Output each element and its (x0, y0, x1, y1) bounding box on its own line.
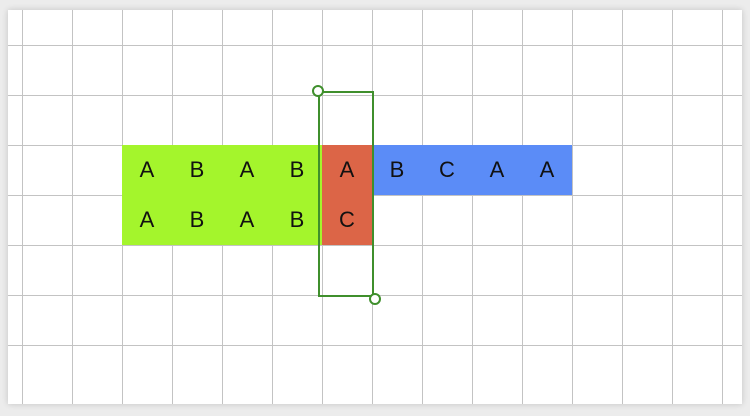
text-cell-4: B (272, 145, 322, 195)
resize-handle-top-left[interactable] (312, 85, 324, 97)
grid-line-vertical (472, 10, 473, 404)
text-cell-6: B (372, 145, 422, 195)
text-cell-2: B (172, 145, 222, 195)
grid-line-vertical (672, 10, 673, 404)
resize-handle-bottom-right[interactable] (369, 293, 381, 305)
text-cell-5: A (322, 145, 372, 195)
pattern-cell-3: A (222, 195, 272, 245)
pattern-cell-2: B (172, 195, 222, 245)
grid-line-horizontal (8, 245, 742, 246)
selection-box[interactable] (318, 91, 374, 297)
text-cell-9: A (522, 145, 572, 195)
grid-line-horizontal (8, 345, 742, 346)
text-cell-8: A (472, 145, 522, 195)
grid-line-horizontal (8, 45, 742, 46)
pattern-cell-5: C (322, 195, 372, 245)
grid-line-vertical (572, 10, 573, 404)
pattern-cell-4: B (272, 195, 322, 245)
grid-canvas: A B A B A B C A A A B A B C (8, 10, 742, 404)
text-cell-3: A (222, 145, 272, 195)
text-cell-7: C (422, 145, 472, 195)
text-cell-1: A (122, 145, 172, 195)
pattern-cell-1: A (122, 195, 172, 245)
grid-line-vertical (22, 10, 23, 404)
grid-line-vertical (622, 10, 623, 404)
grid-line-vertical (722, 10, 723, 404)
grid-line-vertical (72, 10, 73, 404)
grid-line-horizontal (8, 95, 742, 96)
grid-line-vertical (422, 10, 423, 404)
grid-line-horizontal (8, 195, 742, 196)
grid-line-vertical (522, 10, 523, 404)
